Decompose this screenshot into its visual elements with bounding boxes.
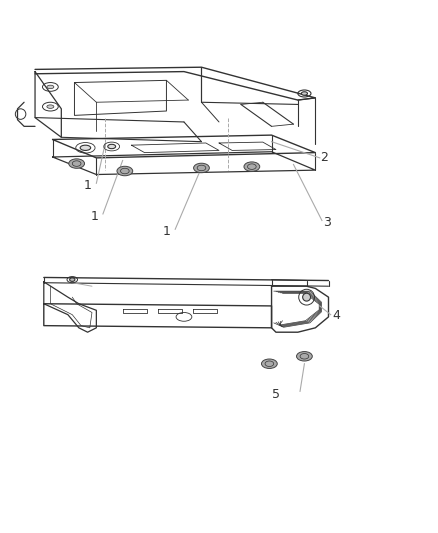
Text: 5: 5 [272,388,279,401]
Text: 1: 1 [91,209,99,223]
Ellipse shape [80,145,91,150]
Text: 4: 4 [332,309,340,322]
Ellipse shape [70,278,75,281]
Ellipse shape [108,144,116,149]
Text: 2: 2 [320,151,328,164]
Text: 1: 1 [163,225,171,238]
Ellipse shape [69,159,85,168]
Text: 3: 3 [323,216,331,229]
Ellipse shape [47,85,54,88]
Ellipse shape [297,352,312,361]
Ellipse shape [194,163,209,173]
Text: 1: 1 [84,179,92,192]
Ellipse shape [244,162,260,172]
Ellipse shape [261,359,277,368]
Ellipse shape [301,92,307,95]
Ellipse shape [117,166,133,176]
Ellipse shape [47,105,54,108]
Ellipse shape [303,293,311,301]
